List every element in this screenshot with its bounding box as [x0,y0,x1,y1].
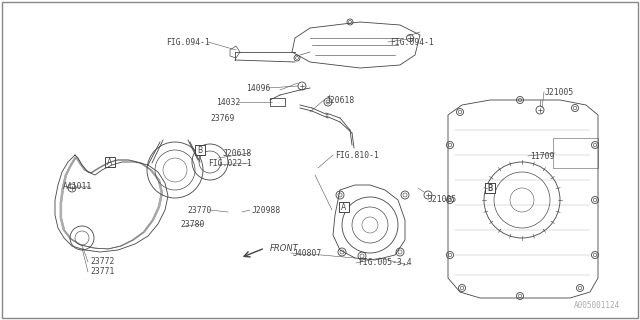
Text: A005001124: A005001124 [573,301,620,310]
Text: 14096: 14096 [246,84,270,92]
Bar [339,202,349,212]
Text: 23772: 23772 [90,258,115,267]
Bar [485,183,495,193]
Text: J20618: J20618 [223,148,252,157]
Bar [485,183,495,193]
Text: 14032: 14032 [216,98,240,107]
Text: B: B [488,183,493,193]
Text: 23769: 23769 [211,114,235,123]
Text: FIG.094-1: FIG.094-1 [166,37,210,46]
Text: J21005: J21005 [428,195,457,204]
Text: FIG.810-1: FIG.810-1 [335,150,379,159]
Text: FIG.094-1: FIG.094-1 [390,37,434,46]
Text: 23771: 23771 [90,268,115,276]
Text: A: A [108,157,113,166]
Text: J40807: J40807 [293,249,323,258]
Text: 11709: 11709 [530,151,554,161]
Text: FIG.005-3,4: FIG.005-3,4 [358,259,412,268]
Text: FRONT: FRONT [270,244,299,252]
Text: 23780: 23780 [180,220,205,228]
Bar [105,157,115,167]
Text: A41011: A41011 [63,181,92,190]
Text: B: B [197,146,203,155]
Text: J20988: J20988 [252,205,281,214]
Text: 23770: 23770 [188,205,212,214]
Text: B: B [488,183,493,193]
Text: FIG.022-1: FIG.022-1 [208,158,252,167]
Bar [195,145,205,155]
Text: A: A [341,203,347,212]
Text: J21005: J21005 [545,87,574,97]
Text: J20618: J20618 [326,95,355,105]
